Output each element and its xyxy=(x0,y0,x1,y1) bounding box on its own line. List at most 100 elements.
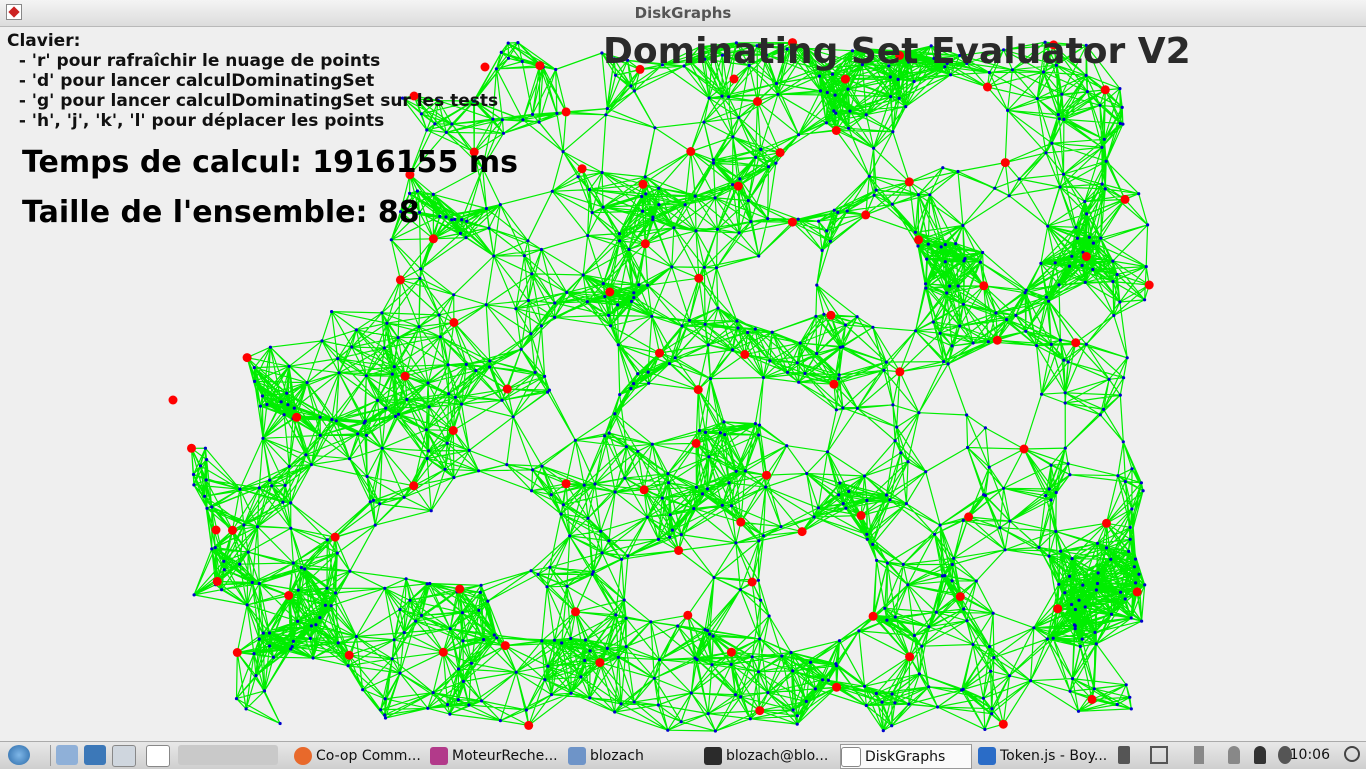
graph-point xyxy=(805,46,809,50)
graph-point xyxy=(438,335,442,339)
graph-point xyxy=(614,613,618,617)
network-icon[interactable] xyxy=(1150,746,1168,764)
graph-point xyxy=(1044,494,1048,498)
graph-point xyxy=(893,615,897,619)
graph-point xyxy=(927,685,931,689)
graph-point xyxy=(865,532,869,536)
graph-point xyxy=(657,658,662,662)
dominating-point xyxy=(400,371,410,381)
graph-point xyxy=(603,295,607,299)
graph-point xyxy=(383,586,387,590)
graph-point xyxy=(1095,581,1100,586)
graph-point xyxy=(837,377,841,381)
volume-icon[interactable] xyxy=(1194,746,1204,764)
graph-point xyxy=(309,463,313,467)
graph-point xyxy=(650,314,654,318)
graph-point xyxy=(1008,674,1012,678)
file-manager-icon[interactable] xyxy=(56,745,78,765)
dominating-point xyxy=(868,611,878,621)
graph-point xyxy=(738,177,742,181)
graph-point xyxy=(729,662,733,667)
graph-point xyxy=(795,714,799,718)
graph-point xyxy=(705,629,710,633)
graph-point xyxy=(585,300,589,304)
graph-point xyxy=(573,438,578,442)
task-intellij[interactable]: MoteurReche... xyxy=(430,744,562,767)
task-file-manager[interactable]: blozach xyxy=(568,744,698,767)
workspace-icon[interactable] xyxy=(84,745,106,765)
graph-point xyxy=(522,254,527,258)
graph-point xyxy=(1098,413,1102,417)
dominating-point xyxy=(635,64,645,74)
graph-point xyxy=(614,73,618,77)
start-menu-icon[interactable] xyxy=(8,745,30,765)
graph-point xyxy=(480,699,484,703)
graph-point xyxy=(464,362,468,366)
intellij-icon xyxy=(430,746,448,765)
graph-point xyxy=(632,89,637,93)
graph-point xyxy=(330,418,334,422)
task-firefox[interactable]: Co-op Comm... xyxy=(294,744,424,767)
battery-icon[interactable] xyxy=(1118,746,1130,764)
graph-point xyxy=(605,646,609,651)
graph-point xyxy=(795,722,799,726)
graph-point xyxy=(192,483,196,487)
graph-point xyxy=(713,196,717,200)
graph-point xyxy=(1045,637,1049,641)
graph-point xyxy=(891,130,895,134)
graph-point xyxy=(1121,122,1125,126)
graph-point xyxy=(308,636,312,641)
graph-point xyxy=(708,377,713,381)
java-app-icon[interactable] xyxy=(6,4,22,20)
power-icon[interactable] xyxy=(1344,746,1360,762)
graph-point xyxy=(1098,103,1102,107)
graph-point xyxy=(260,394,264,398)
dominating-point xyxy=(228,525,237,535)
info-icon[interactable] xyxy=(1278,746,1292,764)
graph-point xyxy=(373,523,377,527)
graph-point xyxy=(524,708,529,712)
graph-point xyxy=(268,345,272,349)
graph-point xyxy=(1094,588,1098,592)
graph-point xyxy=(925,257,929,261)
dominating-point xyxy=(693,385,703,395)
graph-point xyxy=(713,729,718,733)
graph-point xyxy=(906,460,910,464)
graph-point xyxy=(864,703,868,708)
graph-point xyxy=(629,386,633,391)
graph-point xyxy=(281,500,285,504)
page-title: Dominating Set Evaluator V2 xyxy=(603,31,1191,72)
task-diskgraphs[interactable]: DiskGraphs xyxy=(840,744,972,769)
lock-icon[interactable] xyxy=(1254,746,1266,764)
graph-point xyxy=(336,641,340,645)
task-terminal[interactable]: blozach@blo... xyxy=(704,744,836,767)
graph-canvas[interactable]: Clavier: - 'r' pour rafraîchir le nuage … xyxy=(0,27,1366,741)
graph-point xyxy=(703,628,707,632)
graph-point xyxy=(906,51,910,56)
graph-point xyxy=(734,41,739,45)
graph-point xyxy=(803,371,807,375)
graph-point xyxy=(588,649,592,653)
graph-point xyxy=(599,529,603,533)
task-vscode[interactable]: Token.js - Boy... xyxy=(978,744,1110,767)
graph-point xyxy=(687,318,692,322)
graph-point xyxy=(814,314,818,318)
graph-point xyxy=(382,346,386,350)
graph-point xyxy=(1039,261,1043,265)
graph-point xyxy=(1109,557,1113,561)
graph-point xyxy=(924,286,928,290)
graph-point xyxy=(983,426,988,430)
graph-point xyxy=(694,485,699,489)
graph-point xyxy=(1080,263,1084,268)
graph-point xyxy=(417,210,422,214)
show-desktop-icon[interactable] xyxy=(112,745,136,767)
graph-point xyxy=(673,356,677,360)
graph-point xyxy=(838,345,842,349)
lock-icon[interactable] xyxy=(1228,746,1240,764)
graph-point xyxy=(945,291,949,295)
graph-point xyxy=(361,688,365,692)
pager[interactable] xyxy=(178,745,278,765)
graph-point xyxy=(668,535,672,539)
graph-point xyxy=(950,562,954,567)
java-app-icon[interactable] xyxy=(146,745,170,767)
